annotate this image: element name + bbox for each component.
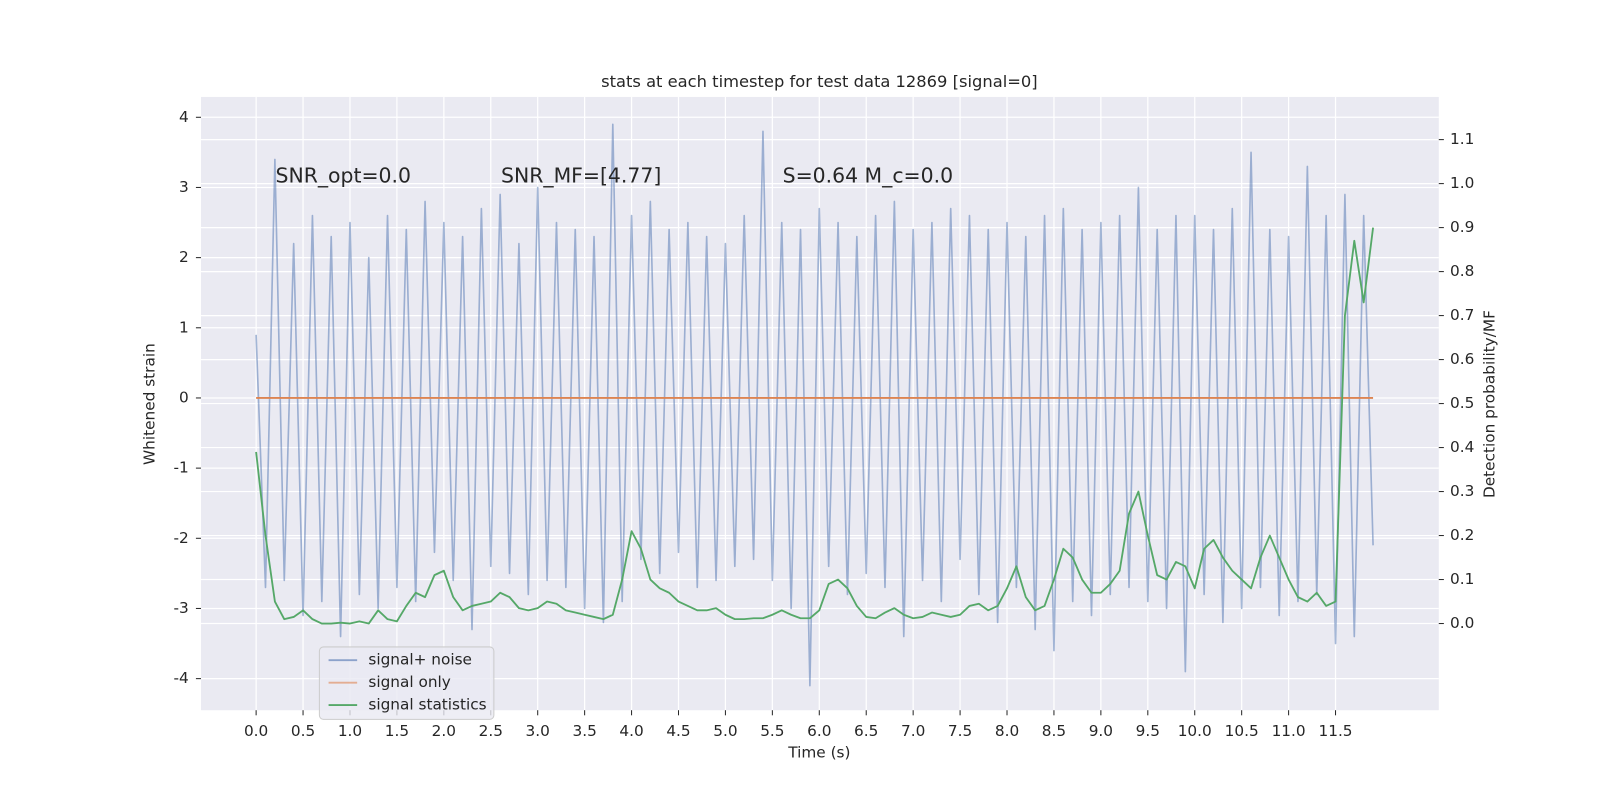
legend-label: signal only (368, 673, 450, 691)
y-tick-label: -4 (174, 669, 189, 687)
y2-tick-label: 0.9 (1450, 218, 1474, 236)
x-tick-label: 11.5 (1318, 722, 1352, 740)
y2-axis-label: Detection probability/MF (1480, 310, 1498, 498)
y2-tick-label: 0.3 (1450, 482, 1474, 500)
y2-tick-label: 0.7 (1450, 306, 1474, 324)
y-tick-label: 0 (179, 388, 189, 406)
x-tick-label: 7.0 (901, 722, 925, 740)
x-tick-label: 6.0 (807, 722, 831, 740)
y-tick-label: 2 (179, 248, 189, 266)
x-tick-label: 1.5 (385, 722, 409, 740)
x-tick-label: 10.0 (1178, 722, 1212, 740)
legend-box (318, 646, 495, 720)
x-tick-label: 0.0 (244, 722, 268, 740)
x-tick-label: 5.5 (760, 722, 784, 740)
y2-tick-label: 1.0 (1450, 174, 1474, 192)
y2-tick-label: 0.8 (1450, 262, 1474, 280)
annotation: SNR_opt=0.0 (276, 164, 412, 189)
x-tick-label: 9.0 (1089, 722, 1113, 740)
chart-title: stats at each timestep for test data 128… (601, 72, 1038, 91)
x-tick-label: 5.0 (713, 722, 737, 740)
y2-tick-label: 0.5 (1450, 394, 1474, 412)
x-tick-label: 10.5 (1225, 722, 1259, 740)
x-tick-label: 4.5 (666, 722, 690, 740)
x-tick-label: 4.0 (619, 722, 643, 740)
x-tick-label: 2.0 (432, 722, 456, 740)
x-tick-label: 6.5 (854, 722, 878, 740)
x-tick-label: 2.5 (479, 722, 503, 740)
x-axis-label: Time (s) (787, 744, 850, 762)
y2-tick-label: 0.4 (1450, 438, 1474, 456)
legend-label: signal statistics (368, 696, 486, 714)
y2-tick-label: 0.0 (1450, 614, 1474, 632)
y-tick-label: -1 (174, 459, 189, 477)
x-tick-label: 11.0 (1272, 722, 1306, 740)
y-tick-label: 4 (179, 108, 189, 126)
y2-tick-label: 1.1 (1450, 130, 1474, 148)
grid (201, 96, 1439, 711)
x-tick-label: 8.0 (995, 722, 1019, 740)
x-tick-label: 8.5 (1042, 722, 1066, 740)
x-tick-label: 0.5 (291, 722, 315, 740)
annotation: S=0.64 M_c=0.0 (783, 164, 953, 189)
x-tick-label: 3.5 (572, 722, 596, 740)
y-tick-label: -3 (174, 599, 189, 617)
y-axis-label: Whitened strain (141, 343, 159, 465)
y-tick-label: 1 (179, 318, 189, 336)
series-line (255, 227, 1374, 625)
x-tick-label: 3.0 (526, 722, 550, 740)
y-tick-label: 3 (179, 178, 189, 196)
y-tick-label: -2 (174, 529, 189, 547)
x-tick-label: 7.5 (948, 722, 972, 740)
x-tick-label: 9.5 (1136, 722, 1160, 740)
y2-tick-label: 0.6 (1450, 350, 1474, 368)
legend-label: signal+ noise (368, 651, 472, 669)
y2-tick-label: 0.1 (1450, 570, 1474, 588)
y2-tick-label: 0.2 (1450, 526, 1474, 544)
series-line (255, 123, 1374, 687)
x-tick-label: 1.0 (338, 722, 362, 740)
annotation: SNR_MF=[4.77] (501, 164, 661, 189)
